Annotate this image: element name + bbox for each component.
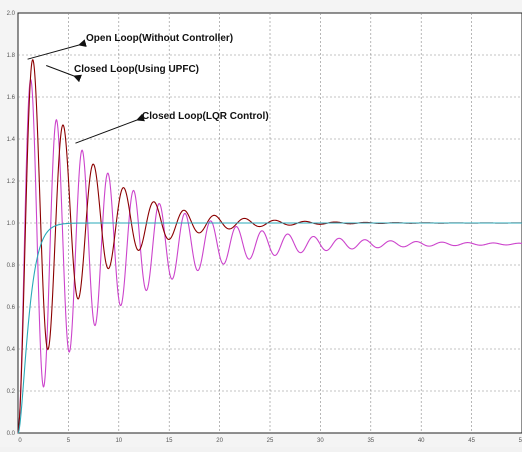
- annotation-label: Closed Loop(Using UPFC): [74, 64, 199, 75]
- annotation-arrow: [75, 113, 145, 144]
- y-tick-label: 1.2: [7, 179, 16, 185]
- y-tick-label: 0.8: [7, 263, 16, 269]
- x-tick-label: 50: [519, 438, 522, 444]
- x-tick-label: 5: [67, 438, 71, 444]
- y-tick-label: 0.6: [7, 305, 16, 311]
- y-tick-label: 2.0: [7, 11, 16, 17]
- annotations: Open Loop(Without Controller) Closed Loop…: [27, 33, 269, 144]
- y-tick-label: 1.4: [7, 137, 16, 143]
- x-tick-label: 40: [418, 438, 425, 444]
- x-tick-label: 15: [166, 438, 173, 444]
- annotation-arrow: [46, 65, 82, 83]
- x-tick-label: 35: [367, 438, 374, 444]
- y-tick-label: 1.6: [7, 95, 16, 101]
- y-tick-label: 1.0: [7, 221, 16, 227]
- annotation-arrow: [27, 39, 87, 60]
- y-tick-label: 0.0: [7, 431, 16, 437]
- annotation-label: Open Loop(Without Controller): [86, 33, 233, 44]
- y-tick-label: 1.8: [7, 53, 16, 59]
- x-tick-label: 10: [115, 438, 122, 444]
- x-tick-label: 45: [468, 438, 475, 444]
- y-tick-label: 0.4: [7, 347, 16, 353]
- x-tick-label: 0: [18, 438, 22, 444]
- x-tick-label: 20: [216, 438, 223, 444]
- y-tick-label: 0.2: [7, 389, 16, 395]
- tick-labels: 0 5 10 15 20 25 30 35 40 45 50 0.0 0.2 0.4 0.6 0.8 1.0 1.…: [7, 11, 522, 444]
- x-tick-label: 25: [267, 438, 274, 444]
- x-tick-label: 30: [317, 438, 324, 444]
- series-line-2: [17, 222, 522, 434]
- annotation-label: Closed Loop(LQR Control): [142, 111, 269, 122]
- series-lines: [17, 59, 522, 434]
